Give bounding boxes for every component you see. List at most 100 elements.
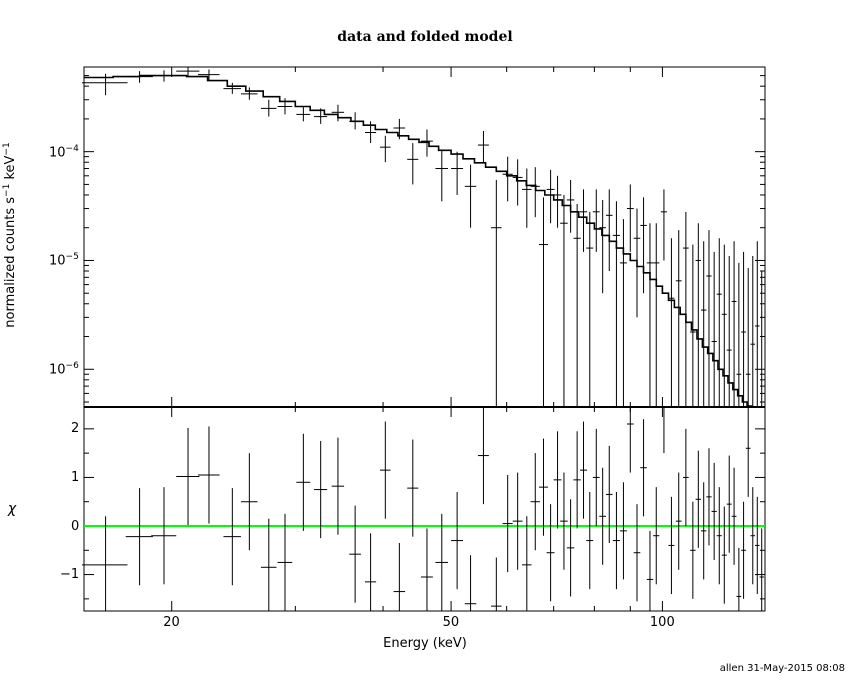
residual-point	[586, 492, 594, 590]
residual-point	[741, 501, 746, 599]
residual-point	[151, 487, 177, 585]
data-point	[566, 179, 575, 233]
residual-point	[502, 475, 513, 573]
data-point	[750, 255, 756, 407]
data-point	[522, 168, 532, 228]
residual-point	[393, 543, 406, 611]
residual-point	[721, 506, 727, 604]
data-point	[176, 67, 200, 77]
data-point	[277, 98, 293, 115]
data-point	[646, 223, 654, 407]
data-point	[573, 204, 581, 407]
data-point	[331, 104, 345, 122]
residual-point	[599, 467, 606, 565]
residual-point	[726, 455, 732, 553]
residual-point	[522, 516, 532, 611]
residual-point	[668, 496, 675, 594]
residual-point	[759, 528, 764, 611]
data-point	[579, 189, 588, 252]
data-point	[755, 241, 760, 407]
bottom-y-axis-label: χ	[7, 501, 17, 517]
data-point	[633, 208, 641, 318]
x-axis-label: Energy (keV)	[383, 636, 467, 651]
y-tick-label-bottom: 0	[71, 518, 80, 534]
residual-point	[477, 407, 489, 505]
data-point	[407, 143, 419, 185]
residual-point	[260, 518, 277, 611]
residual-point	[633, 504, 641, 602]
data-point	[538, 197, 548, 407]
residual-point	[81, 516, 128, 611]
data-point	[586, 211, 594, 407]
data-point	[125, 71, 153, 83]
data-point	[701, 241, 707, 407]
data-point	[690, 244, 696, 407]
data-point	[726, 255, 732, 407]
top-plot-frame	[83, 66, 766, 408]
chart-title: data and folded model	[337, 29, 513, 45]
residual-point	[546, 504, 555, 602]
residual-point	[223, 488, 241, 586]
residual-point	[653, 487, 660, 585]
residual-point	[364, 533, 377, 611]
x-tick-label: 100	[649, 615, 675, 630]
residual-point	[240, 453, 258, 551]
y-tick-label-top: 10−5	[49, 252, 79, 269]
data-point	[197, 69, 220, 81]
residual-point	[612, 492, 620, 590]
data-point	[736, 262, 742, 407]
residual-point	[407, 439, 419, 537]
residual-point	[566, 499, 575, 597]
residual-point	[755, 496, 760, 594]
residual-point	[349, 505, 361, 603]
data-point	[731, 241, 737, 407]
residual-point	[125, 488, 153, 586]
data-point	[640, 197, 647, 294]
residual-point	[716, 487, 722, 585]
residual-point	[530, 453, 540, 551]
data-point	[683, 211, 689, 407]
bottom-panel	[81, 406, 766, 612]
data-point	[560, 194, 568, 407]
data-point	[151, 70, 177, 82]
bottom-plot-frame	[83, 406, 766, 612]
data-point	[349, 112, 361, 130]
residual-point	[579, 421, 588, 519]
residual-point	[695, 450, 702, 548]
residual-point	[592, 428, 600, 526]
data-point	[314, 108, 328, 124]
data-point	[260, 99, 277, 117]
x-tick-label: 20	[163, 615, 180, 630]
residual-point	[464, 555, 477, 611]
data-point	[612, 201, 620, 407]
data-point	[435, 149, 449, 202]
data-point	[296, 106, 311, 122]
data-point	[451, 151, 464, 195]
data-point	[745, 268, 751, 407]
data-point	[706, 230, 712, 407]
residual-point	[750, 487, 756, 585]
data-point	[716, 238, 722, 407]
footer-stamp: allen 31-May-2015 08:08	[719, 663, 845, 674]
data-point	[675, 230, 682, 407]
residual-point	[675, 472, 682, 570]
data-point	[379, 135, 391, 163]
data-point	[605, 189, 613, 272]
residual-point	[731, 467, 737, 565]
data-point	[721, 244, 727, 407]
data-point	[420, 129, 433, 157]
residual-point	[512, 472, 523, 570]
top-panel	[81, 66, 766, 408]
residual-point	[538, 438, 548, 536]
residual-point	[711, 462, 717, 560]
residual-point	[435, 513, 449, 611]
data-point	[553, 175, 562, 228]
residual-point	[646, 530, 654, 611]
data-point	[512, 159, 523, 206]
data-point	[626, 184, 634, 252]
y-tick-label-bottom: −1	[60, 567, 80, 583]
data-point	[240, 87, 258, 100]
residual-point	[640, 419, 647, 517]
residual-point	[331, 437, 345, 535]
residual-point	[420, 528, 433, 611]
